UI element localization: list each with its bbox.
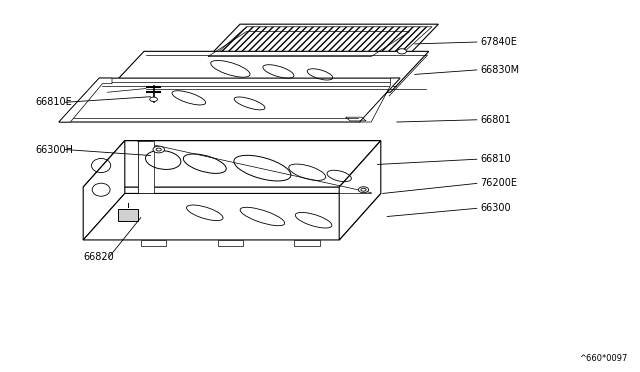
- Circle shape: [397, 49, 406, 54]
- Circle shape: [358, 187, 369, 193]
- Polygon shape: [106, 51, 429, 92]
- Text: 66810E: 66810E: [35, 97, 72, 107]
- Bar: [218, 240, 243, 246]
- Polygon shape: [208, 27, 432, 61]
- Text: 67840E: 67840E: [480, 37, 517, 47]
- Circle shape: [153, 146, 164, 153]
- Polygon shape: [83, 141, 125, 240]
- Text: ^660*0097: ^660*0097: [579, 354, 627, 363]
- Text: 76200E: 76200E: [480, 179, 517, 188]
- Text: 66801: 66801: [480, 115, 511, 125]
- Polygon shape: [138, 141, 154, 193]
- Circle shape: [150, 97, 157, 102]
- Polygon shape: [339, 141, 381, 240]
- Text: 66300: 66300: [480, 203, 511, 213]
- Polygon shape: [59, 78, 112, 122]
- Polygon shape: [83, 141, 381, 187]
- Text: 66820: 66820: [83, 253, 114, 262]
- Bar: [294, 240, 320, 246]
- Bar: [118, 209, 138, 221]
- Bar: [141, 240, 166, 246]
- Text: 66300H: 66300H: [35, 145, 73, 154]
- Text: 66810: 66810: [480, 154, 511, 164]
- Polygon shape: [83, 193, 381, 240]
- Polygon shape: [360, 78, 400, 122]
- Text: 66830M: 66830M: [480, 65, 519, 75]
- Polygon shape: [59, 78, 400, 122]
